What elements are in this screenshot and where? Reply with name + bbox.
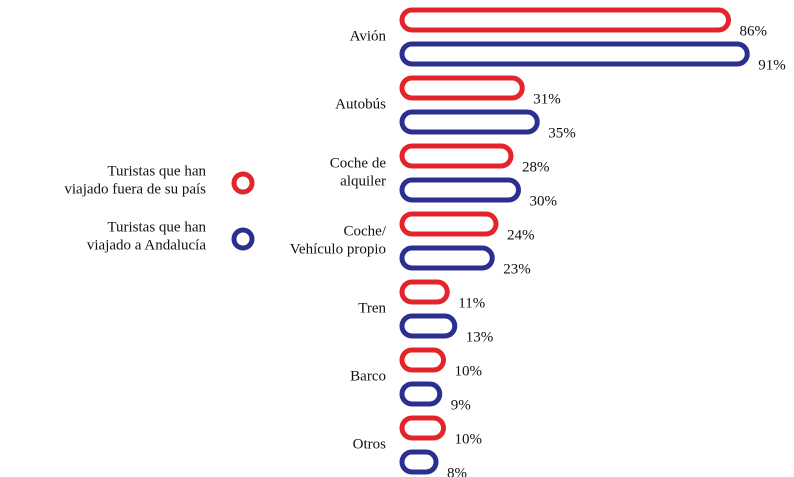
value-label: 10% xyxy=(455,431,483,447)
value-label: 11% xyxy=(458,295,485,311)
value-label: 91% xyxy=(758,57,786,73)
bar xyxy=(399,245,495,271)
legend-marker xyxy=(231,171,255,195)
value-label: 23% xyxy=(503,261,531,277)
value-label: 24% xyxy=(507,227,535,243)
bar xyxy=(399,41,750,67)
value-label: 9% xyxy=(451,397,471,413)
legend-marker xyxy=(231,227,255,251)
bar xyxy=(399,7,731,33)
category-label: Autobús xyxy=(335,96,386,112)
value-label: 28% xyxy=(522,159,550,175)
bar xyxy=(399,177,521,203)
category-label: Coche de xyxy=(330,155,387,171)
value-label: 86% xyxy=(740,23,768,39)
bar xyxy=(399,381,443,407)
value-label: 30% xyxy=(530,193,558,209)
bar xyxy=(399,109,540,135)
bar xyxy=(399,313,458,339)
bar xyxy=(399,211,499,237)
category-label: Barco xyxy=(350,368,386,384)
legend-label: Turistas que han xyxy=(107,163,206,179)
category-label: Tren xyxy=(358,300,386,316)
category-label: Vehículo propio xyxy=(290,241,386,257)
bar xyxy=(399,449,439,475)
legend-label: Turistas que han xyxy=(107,219,206,235)
value-label: 35% xyxy=(548,125,576,141)
bar xyxy=(399,347,446,373)
category-label: Otros xyxy=(353,436,386,452)
value-label: 13% xyxy=(466,329,494,345)
bar xyxy=(399,279,450,305)
bar xyxy=(399,75,525,101)
value-label: 8% xyxy=(447,465,467,477)
bar xyxy=(399,143,514,169)
value-label: 10% xyxy=(455,363,483,379)
legend-label: viajado a Andalucía xyxy=(87,237,206,253)
category-label: Coche/ xyxy=(344,223,387,239)
bar xyxy=(399,415,446,441)
category-label: Avión xyxy=(350,28,387,44)
category-label: alquiler xyxy=(340,173,386,189)
value-label: 31% xyxy=(533,91,561,107)
legend-label: viajado fuera de su país xyxy=(64,181,206,197)
